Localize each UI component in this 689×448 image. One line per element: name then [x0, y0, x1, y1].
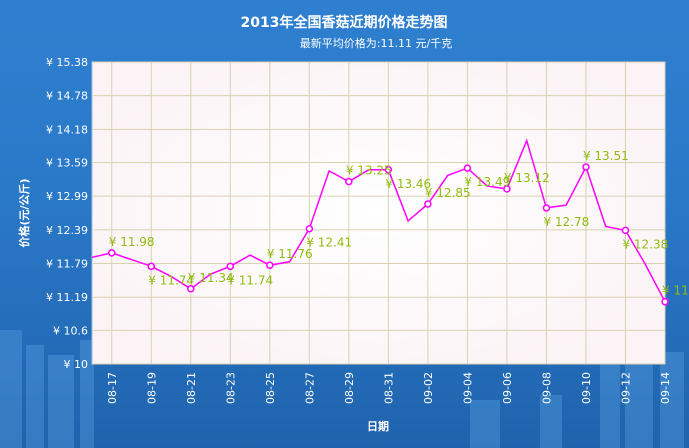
chart-subtitle: 最新平均价格为:11.11 元/千克	[300, 36, 452, 50]
y-tick-label: ¥ 15.38	[46, 56, 88, 69]
data-point	[542, 204, 551, 212]
x-axis-ticks: 08-17 08-19 08-21 08-23 08-25 08-27 08-29 08-31…	[106, 372, 672, 404]
y-tick-label: ¥ 10.6	[53, 324, 88, 337]
building-shape	[48, 355, 74, 448]
data-point	[661, 297, 669, 306]
x-tick-label: 09-14	[659, 372, 672, 404]
city-skyline-decoration	[0, 330, 684, 448]
data-point	[266, 261, 274, 269]
y-tick-label: ¥ 12.99	[46, 190, 88, 203]
building-shape	[470, 400, 500, 448]
data-labels: ¥ 11.98¥ 11.74¥ 11.34¥ 11.74¥ 11.76¥ 12.…	[109, 149, 689, 298]
x-tick-label: 08-27	[303, 372, 316, 404]
price-series-line	[91, 138, 666, 303]
data-point	[463, 164, 472, 172]
data-point	[582, 163, 590, 171]
data-label: ¥ 11.74	[148, 273, 194, 287]
data-label: ¥ 13.51	[583, 149, 629, 163]
data-label: ¥ 12.85	[425, 186, 471, 200]
x-tick-label: 08-25	[264, 372, 277, 404]
data-label: ¥ 13.49	[464, 175, 510, 189]
building-shape	[26, 345, 44, 448]
x-tick-label: 08-29	[343, 372, 356, 404]
x-tick-label: 09-02	[422, 372, 435, 404]
data-point	[503, 185, 511, 193]
y-axis-label: 价格(元/公斤)	[17, 178, 31, 247]
x-tick-label: 08-19	[145, 372, 158, 404]
data-point	[345, 177, 353, 186]
data-point	[384, 166, 393, 174]
x-tick-label: 08-23	[224, 372, 237, 404]
y-tick-label: ¥ 10	[64, 358, 89, 371]
building-shape	[0, 330, 22, 448]
data-label: ¥ 12.78	[543, 215, 589, 229]
data-label: ¥ 11.11	[662, 284, 689, 298]
x-tick-label: 08-31	[382, 372, 395, 404]
data-point	[147, 262, 156, 271]
x-tick-label: 09-12	[619, 372, 632, 404]
grid-lines	[92, 61, 666, 365]
data-point	[424, 200, 432, 208]
data-label: ¥ 11.34	[188, 271, 234, 285]
x-tick-label: 08-21	[185, 372, 198, 404]
data-label: ¥ 11.98	[109, 235, 155, 249]
data-label: ¥ 12.38	[622, 237, 668, 251]
chart-title: 2013年全国香菇近期价格走势图	[241, 14, 448, 31]
building-shape	[540, 395, 562, 448]
y-tick-label: ¥ 14.78	[46, 90, 88, 103]
data-label: ¥ 12.41	[306, 236, 352, 250]
x-tick-label: 09-06	[501, 372, 514, 404]
data-label: ¥ 11.74	[227, 273, 273, 287]
data-label: ¥ 13.46	[385, 177, 431, 191]
data-point	[187, 285, 195, 293]
building-shape	[600, 350, 620, 448]
x-tick-label: 08-17	[106, 372, 119, 404]
y-tick-label: ¥ 12.39	[46, 224, 88, 237]
plot-area	[91, 61, 666, 365]
y-tick-label: ¥ 14.18	[46, 123, 88, 136]
x-tick-label: 09-10	[580, 372, 593, 404]
data-point	[305, 224, 314, 233]
y-axis-ticks: ¥ 10 ¥ 10.6 ¥ 11.19 ¥ 11.79 ¥ 12.39 ¥ 12.99 ¥ …	[46, 56, 88, 371]
building-shape	[660, 352, 684, 448]
data-label: ¥ 13.12	[504, 171, 550, 185]
y-tick-label: ¥ 13.59	[46, 156, 88, 169]
x-axis-label: 日期	[367, 419, 389, 433]
y-tick-label: ¥ 11.79	[46, 258, 88, 271]
data-point	[226, 262, 235, 271]
data-point	[108, 249, 116, 257]
data-point	[621, 226, 630, 235]
x-tick-label: 09-08	[540, 372, 553, 404]
data-markers	[108, 163, 669, 306]
data-label: ¥ 11.76	[267, 247, 313, 261]
building-shape	[80, 340, 94, 448]
x-tick-label: 09-04	[461, 372, 474, 404]
data-label: ¥ 13.25	[346, 164, 392, 178]
y-tick-label: ¥ 11.19	[46, 291, 88, 304]
